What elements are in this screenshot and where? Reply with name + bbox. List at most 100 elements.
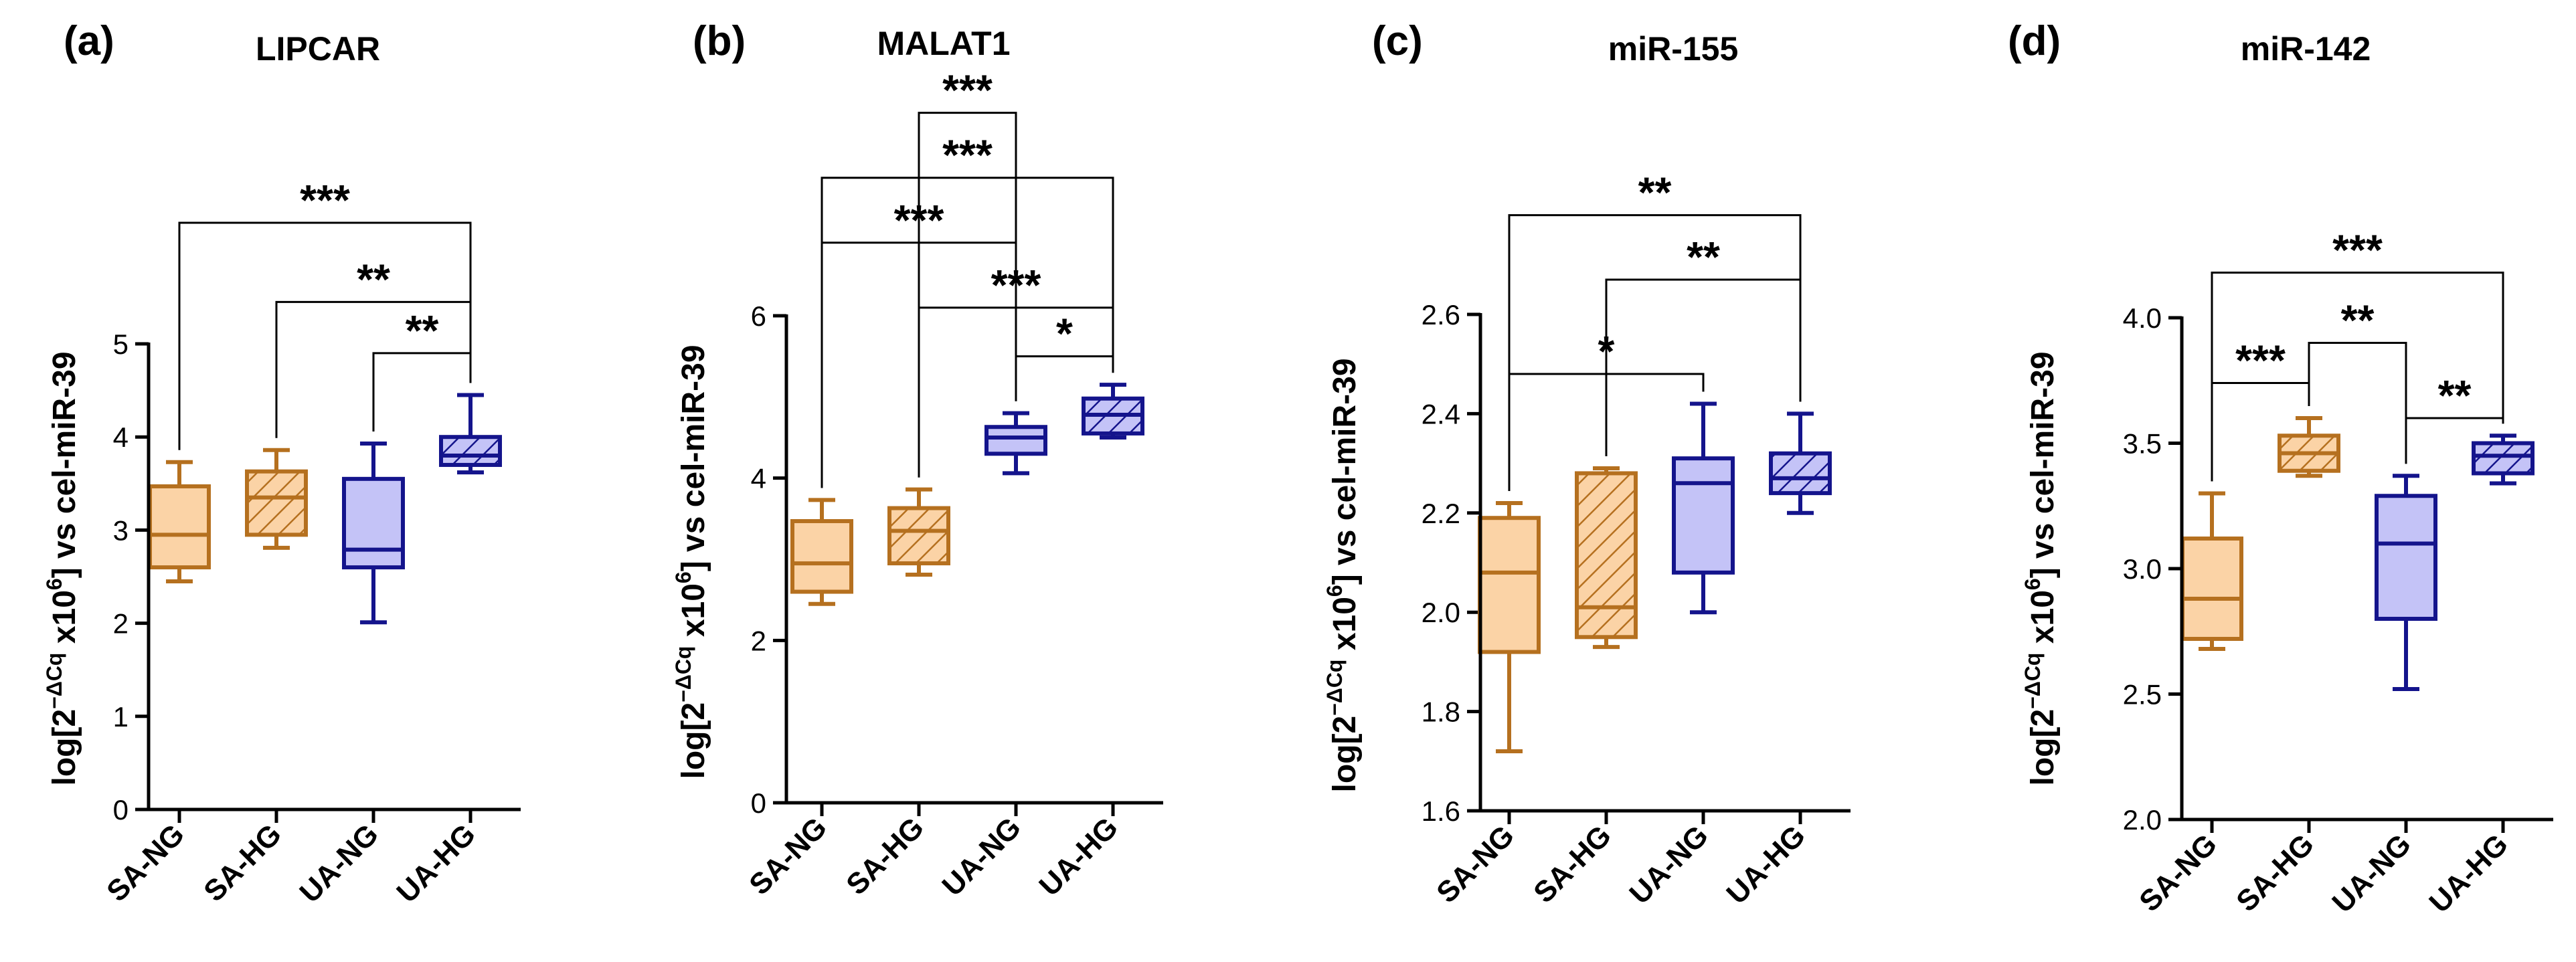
bracket-line [372,352,472,431]
box-iqr [984,425,1047,456]
panel-b-comparisons: ************* [821,66,1114,488]
panel-a-comparisons: ******* [178,176,472,450]
y-tick-label: 2.0 [1422,597,1460,628]
panel-c-ylabel-rest: ] vs cel-miR-39 [1327,358,1363,585]
significance-bracket: * [1508,327,1705,491]
significance-label: ** [1687,233,1720,281]
box-iqr [1769,451,1832,496]
box-sa-ng [2180,491,2243,651]
panel-c-axes [1478,313,1851,813]
box-sa-ng [1478,500,1541,753]
category-label: SA-HG [2230,828,2320,918]
panel-c-ylabel: log[2−ΔCq x106] vs cel-miR-39 [1322,358,1363,792]
bracket-line [2405,417,2504,464]
panel-a-ylabel-exp2: 6 [42,578,66,590]
category-label: UA-HG [390,817,482,909]
panel-d-ylabel-x10: x10 [2025,590,2061,652]
panel-b-title: MALAT1 [877,25,1010,62]
panel-c-ylabel-x10: x10 [1327,597,1363,659]
significance-label: * [1056,310,1073,358]
box-ua-ng [2375,474,2437,691]
box-iqr [148,484,211,570]
panel-a-letter: (a) [64,18,114,64]
panel-d-ylabel: log[2−ΔCq x106] vs cel-miR-39 [2021,351,2061,785]
box-sa-hg [887,487,950,577]
box-iqr [1478,516,1541,654]
significance-bracket: ** [1508,169,1802,491]
panel-b-ylabel-exp1: −ΔCq [671,646,695,702]
category-label: UA-NG [2326,828,2417,919]
significance-label: ** [2438,371,2472,419]
category-label: UA-HG [1033,811,1124,902]
y-tick-label: 2.5 [2123,679,2162,710]
box-ua-hg [1769,411,1832,515]
y-tick-label: 1 [113,701,128,733]
panel-a-axes [147,343,521,811]
panel-d-letter: (d) [2008,18,2061,64]
significance-bracket: ** [2405,371,2504,464]
panel-b-ylabel-x10: x10 [676,583,711,646]
panel-b-yticks: 0 2 4 6 [751,300,786,819]
bracket-line [1508,214,1802,491]
y-tick-label: 1.6 [1422,795,1460,827]
significance-label: *** [991,261,1041,309]
y-tick-label: 2.6 [1422,299,1460,330]
bracket-line [1605,278,1802,457]
significance-label: ** [406,306,439,355]
panel-b: (b) MALAT1 log[2−ΔCq x106] vs cel-miR-39… [671,18,1163,902]
significance-bracket: ** [275,255,472,438]
panel-a-ylabel-x10: x10 [47,590,82,652]
bracket-line [1508,373,1705,491]
y-tick-label: 3.5 [2123,428,2162,460]
category-label: SA-NG [100,817,191,908]
box-sa-ng [790,498,853,606]
box-iqr [2472,441,2535,476]
box-iqr [439,435,502,467]
significance-bracket: *** [918,261,1114,478]
category-label: SA-HG [197,817,288,908]
category-label: UA-NG [293,817,385,909]
box-ua-hg [2472,434,2535,486]
y-tick-label: 2 [113,608,128,640]
panel-d: (d) miR-142 log[2−ΔCq x106] vs cel-miR-3… [2008,18,2553,919]
panel-b-letter: (b) [693,18,746,64]
y-tick-label: 4 [751,463,766,494]
panel-b-boxes [790,383,1144,606]
box-iqr [342,476,405,570]
panel-a-categories: SA-NG SA-HG UA-NG UA-HG [100,809,482,909]
category-label: SA-NG [743,811,833,901]
category-label: UA-HG [2423,828,2514,919]
y-tick-label: 1.8 [1422,696,1460,728]
bracket-line [275,300,472,438]
category-label: SA-HG [840,811,930,901]
category-label: UA-HG [1720,819,1812,910]
y-tick-label: 2 [751,625,766,656]
significance-label: *** [942,131,993,179]
panel-b-axes [784,314,1163,805]
bracket-line [2211,382,2310,482]
box-ua-ng [342,441,405,625]
box-ua-ng [1672,401,1735,615]
y-tick-label: 2.0 [2123,804,2162,836]
panel-d-ylabel-exp2: 6 [2021,578,2045,590]
panel-d-ylabel-rest: ] vs cel-miR-39 [2025,351,2061,578]
significance-label: *** [2235,336,2286,385]
y-tick-label: 3.0 [2123,553,2162,585]
panel-d-axes [2180,316,2553,822]
panel-a-ylabel-exp1: −ΔCq [42,653,66,709]
y-tick-label: 4.0 [2123,302,2162,334]
panel-b-ylabel-rest: ] vs cel-miR-39 [676,345,711,571]
y-tick-label: 2.4 [1422,398,1460,429]
box-iqr [887,506,950,566]
bracket-line [2308,342,2407,464]
box-sa-ng [148,460,211,583]
category-label: SA-HG [1527,819,1618,909]
bracket-line [918,306,1114,478]
y-tick-label: 5 [113,328,128,360]
box-sa-hg [245,448,308,550]
bracket-line [821,242,1017,488]
panel-b-categories: SA-NG SA-HG UA-NG UA-HG [743,803,1124,902]
panel-a-ylabel-rest: ] vs cel-miR-39 [47,351,82,578]
bracket-line [1015,355,1114,401]
